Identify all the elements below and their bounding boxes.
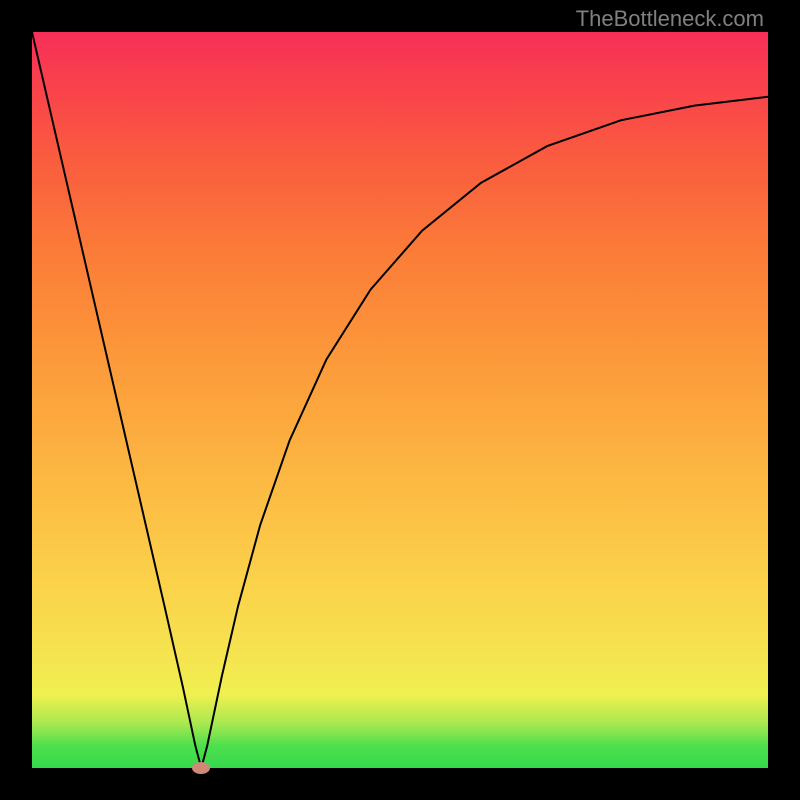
bottleneck-curve [32,32,768,768]
chart-container: TheBottleneck.com [0,0,800,800]
watermark-text: TheBottleneck.com [576,6,764,32]
optimum-marker [192,762,210,774]
curve-path [32,32,768,768]
